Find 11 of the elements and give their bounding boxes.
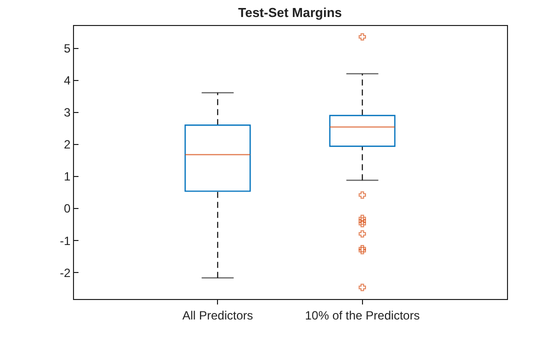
y-tick-label: 0 — [64, 202, 71, 216]
chart-title: Test-Set Margins — [238, 5, 342, 20]
y-tick-label: 1 — [64, 170, 71, 184]
y-tick-label: 4 — [64, 73, 71, 88]
x-tick-label: 10% of the Predictors — [304, 308, 420, 322]
y-tick-label: 3 — [64, 105, 71, 120]
y-tick-label: -2 — [60, 266, 71, 280]
y-tick-label: 2 — [64, 138, 71, 152]
y-tick-label: 5 — [64, 41, 71, 56]
x-tick-label: All Predictors — [182, 308, 254, 322]
y-tick-label: -1 — [60, 234, 71, 248]
